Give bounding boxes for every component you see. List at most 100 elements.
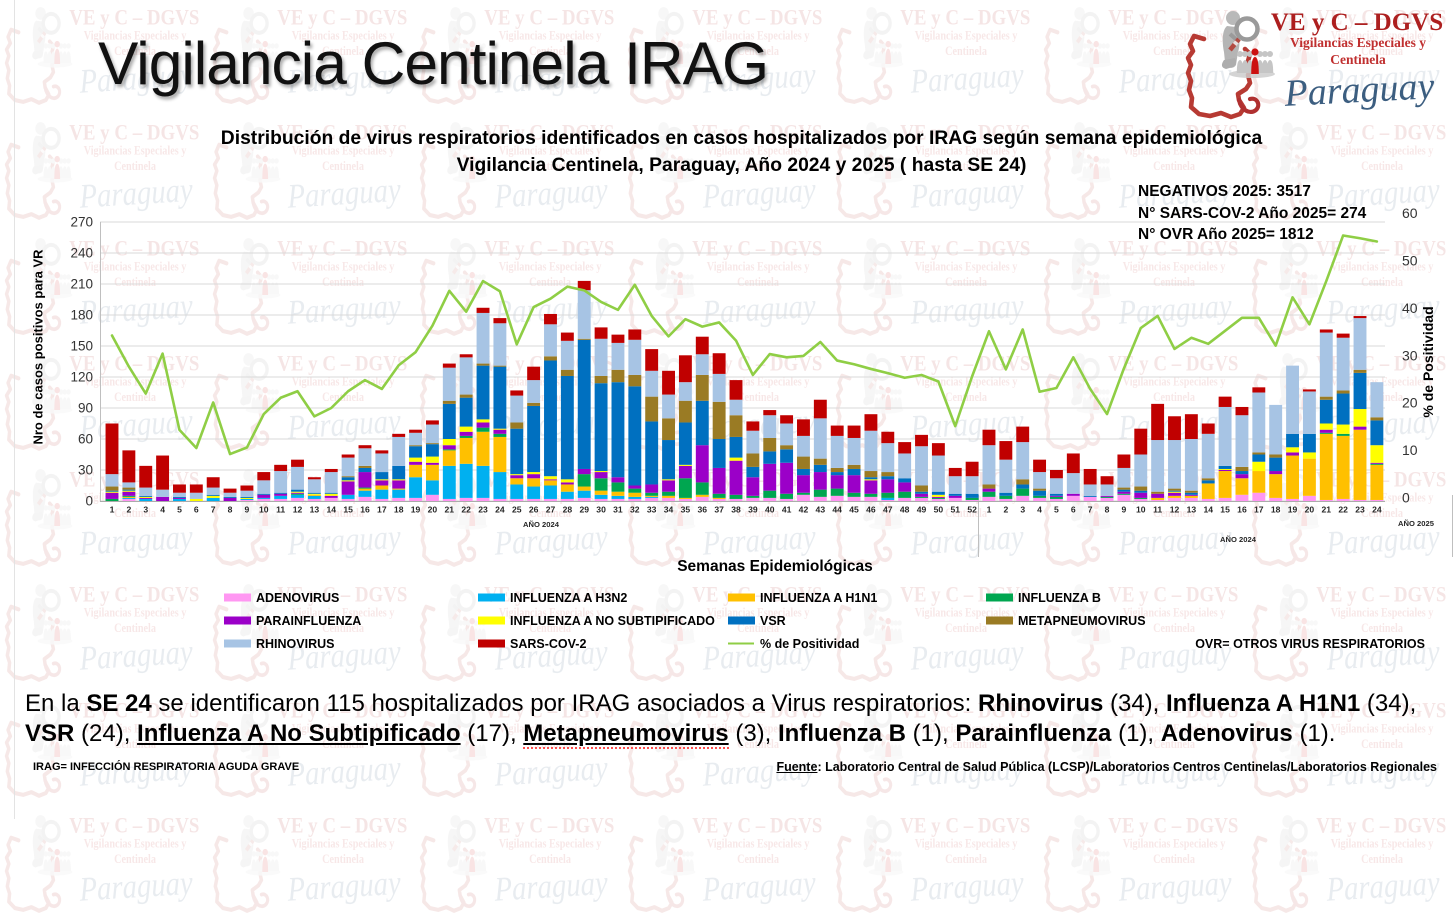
svg-text:Centinela: Centinela: [322, 507, 364, 520]
svg-text:Centinela: Centinela: [114, 738, 156, 751]
svg-text:4: 4: [160, 505, 165, 515]
svg-text:13: 13: [1187, 505, 1197, 515]
svg-text:26: 26: [529, 505, 539, 515]
svg-text:Vigilancias Especiales y: Vigilancias Especiales y: [291, 838, 394, 851]
svg-text:37: 37: [714, 505, 724, 515]
svg-text:Vigilancias Especiales y: Vigilancias Especiales y: [83, 376, 186, 389]
svg-text:INFLUENZA B: INFLUENZA B: [1018, 591, 1101, 605]
svg-text:VE y C – DGVS: VE y C – DGVS: [692, 120, 822, 145]
svg-text:12: 12: [1170, 505, 1180, 515]
svg-text:Paraguay: Paraguay: [493, 748, 610, 793]
svg-text:16: 16: [360, 505, 370, 515]
svg-text:6: 6: [1071, 505, 1076, 515]
svg-text:Vigilancias Especiales y: Vigilancias Especiales y: [707, 838, 810, 851]
svg-text:METAPNEUMOVIRUS: METAPNEUMOVIRUS: [1018, 614, 1146, 628]
svg-text:Centinela: Centinela: [1361, 854, 1403, 867]
svg-text:Vigilancias Especiales y: Vigilancias Especiales y: [291, 376, 394, 389]
svg-text:49: 49: [917, 505, 927, 515]
svg-text:Vigilancias Especiales y: Vigilancias Especiales y: [707, 261, 810, 274]
svg-text:VE y C – DGVS: VE y C – DGVS: [485, 120, 615, 145]
svg-text:14: 14: [1203, 505, 1213, 515]
svg-text:PARAINFLUENZA: PARAINFLUENZA: [256, 614, 361, 628]
svg-text:24: 24: [1372, 505, 1382, 515]
svg-text:Paraguay: Paraguay: [701, 748, 818, 793]
svg-text:Vigilancias Especiales y: Vigilancias Especiales y: [499, 261, 602, 274]
svg-text:7: 7: [211, 505, 216, 515]
svg-text:Centinela: Centinela: [1361, 738, 1403, 751]
svg-text:Centinela: Centinela: [1361, 45, 1403, 58]
svg-text:Centinela: Centinela: [945, 738, 987, 751]
svg-text:Vigilancias Especiales y: Vigilancias Especiales y: [1123, 261, 1226, 274]
svg-text:Centinela: Centinela: [737, 161, 779, 174]
svg-text:36: 36: [697, 505, 707, 515]
svg-text:INFLUENZA A H1N1: INFLUENZA A H1N1: [760, 591, 877, 605]
svg-text:6: 6: [194, 505, 199, 515]
svg-text:Paraguay: Paraguay: [909, 633, 1026, 678]
svg-text:Vigilancias Especiales y: Vigilancias Especiales y: [83, 607, 186, 620]
svg-text:Paraguay: Paraguay: [285, 864, 402, 909]
svg-text:50: 50: [1402, 253, 1418, 269]
svg-text:Vigilancias Especiales y: Vigilancias Especiales y: [915, 145, 1018, 158]
svg-text:AÑO 2024: AÑO 2024: [523, 520, 560, 529]
svg-text:Paraguay: Paraguay: [77, 633, 194, 678]
svg-text:9: 9: [245, 505, 250, 515]
svg-text:210: 210: [70, 277, 93, 292]
svg-text:48: 48: [900, 505, 910, 515]
svg-text:VE y C – DGVS: VE y C – DGVS: [1108, 5, 1238, 30]
svg-text:Centinela: Centinela: [1361, 507, 1403, 520]
svg-text:Paraguay: Paraguay: [1325, 55, 1442, 100]
svg-text:8: 8: [1105, 505, 1110, 515]
svg-text:Paraguay: Paraguay: [77, 517, 194, 562]
svg-text:Vigilancias Especiales y: Vigilancias Especiales y: [83, 30, 186, 43]
svg-text:27: 27: [546, 505, 556, 515]
svg-text:VE y C – DGVS: VE y C – DGVS: [277, 5, 407, 30]
svg-text:20: 20: [1402, 395, 1418, 411]
svg-text:VSR: VSR: [760, 614, 786, 628]
svg-text:40: 40: [1402, 300, 1418, 316]
svg-text:Centinela: Centinela: [737, 276, 779, 289]
svg-text:Centinela: Centinela: [1153, 392, 1195, 405]
svg-text:13: 13: [310, 505, 320, 515]
svg-text:Centinela: Centinela: [945, 623, 987, 636]
svg-text:Paraguay: Paraguay: [1325, 633, 1442, 678]
svg-text:21: 21: [1321, 505, 1331, 515]
svg-text:41: 41: [782, 505, 792, 515]
svg-text:Paraguay: Paraguay: [909, 55, 1026, 100]
svg-text:10: 10: [1402, 442, 1418, 458]
svg-text:VE y C – DGVS: VE y C – DGVS: [277, 351, 407, 376]
svg-text:Centinela: Centinela: [530, 45, 572, 58]
svg-text:Paraguay: Paraguay: [285, 517, 402, 562]
svg-text:Vigilancias Especiales y: Vigilancias Especiales y: [1331, 607, 1434, 620]
svg-text:270: 270: [70, 215, 93, 230]
svg-text:SARS-COV-2: SARS-COV-2: [510, 637, 586, 651]
svg-text:17: 17: [377, 505, 387, 515]
svg-text:Paraguay: Paraguay: [493, 55, 610, 100]
svg-text:43: 43: [816, 505, 826, 515]
svg-text:Paraguay: Paraguay: [285, 633, 402, 678]
svg-text:Vigilancias Especiales y: Vigilancias Especiales y: [291, 30, 394, 43]
svg-text:Paraguay: Paraguay: [1117, 171, 1234, 216]
svg-text:VE y C – DGVS: VE y C – DGVS: [1108, 582, 1238, 607]
svg-text:VE y C – DGVS: VE y C – DGVS: [69, 351, 199, 376]
svg-text:15: 15: [1220, 505, 1230, 515]
svg-text:Centinela: Centinela: [114, 276, 156, 289]
svg-text:Centinela: Centinela: [737, 45, 779, 58]
svg-text:Centinela: Centinela: [530, 738, 572, 751]
svg-text:Vigilancias Especiales y: Vigilancias Especiales y: [707, 145, 810, 158]
svg-text:Centinela: Centinela: [1153, 45, 1195, 58]
svg-text:Centinela: Centinela: [1361, 276, 1403, 289]
svg-text:10: 10: [259, 505, 269, 515]
svg-text:Vigilancias Especiales y: Vigilancias Especiales y: [1123, 838, 1226, 851]
svg-text:5: 5: [177, 505, 182, 515]
svg-text:Paraguay: Paraguay: [701, 864, 818, 909]
svg-text:Paraguay: Paraguay: [285, 748, 402, 793]
svg-text:29: 29: [579, 505, 589, 515]
svg-text:Centinela: Centinela: [945, 392, 987, 405]
svg-text:VE y C – DGVS: VE y C – DGVS: [900, 120, 1030, 145]
svg-text:Paraguay: Paraguay: [909, 864, 1026, 909]
svg-text:VE y C – DGVS: VE y C – DGVS: [1316, 120, 1446, 145]
svg-text:1: 1: [987, 505, 992, 515]
svg-text:Centinela: Centinela: [1361, 161, 1403, 174]
svg-text:VE y C – DGVS: VE y C – DGVS: [900, 236, 1030, 261]
svg-text:VE y C – DGVS: VE y C – DGVS: [485, 582, 615, 607]
